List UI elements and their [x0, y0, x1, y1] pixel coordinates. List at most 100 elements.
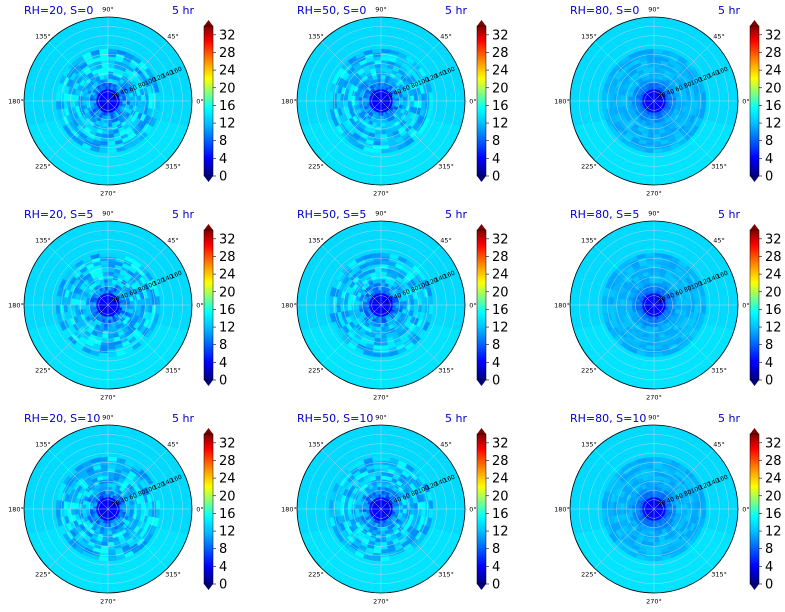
colorbar-tick-label: 4	[492, 152, 500, 167]
heatmap-cell	[380, 334, 387, 339]
angle-tick-label: 270°	[373, 394, 389, 402]
angle-tick-label: 180°	[554, 98, 570, 106]
heatmap-cell	[347, 299, 352, 306]
heatmap-cell	[107, 482, 113, 488]
heatmap-cell	[129, 100, 135, 106]
colorbar-extend-top	[204, 20, 213, 26]
colorbar-tick-label: 8	[765, 338, 773, 353]
heatmap-cell	[55, 499, 61, 510]
colorbar-tick-label: 28	[219, 250, 236, 265]
angle-tick-label: 90°	[375, 414, 387, 422]
heatmap-cell	[343, 502, 349, 510]
angle-tick-label: 225°	[581, 367, 597, 375]
heatmap-cell	[380, 286, 385, 291]
heatmap-cell	[347, 100, 352, 107]
angle-tick-label: 225°	[308, 367, 324, 375]
colorbar-tick-label: 12	[219, 525, 236, 540]
heatmap-cell	[347, 95, 352, 102]
angle-tick-label: 315°	[711, 367, 727, 375]
heatmap-cell	[122, 100, 127, 105]
heatmap-cell	[395, 304, 400, 309]
heatmap-cell	[81, 300, 87, 306]
heatmap-cell	[107, 486, 113, 491]
colorbar-tick-label: 20	[219, 81, 236, 96]
heatmap-cell	[328, 508, 334, 519]
heatmap-cell	[653, 48, 664, 54]
heatmap-cell	[631, 96, 636, 102]
colorbar-tick-label: 24	[492, 64, 509, 79]
colorbar-tick-label: 4	[765, 152, 773, 167]
colorbar-tick-label: 32	[219, 28, 236, 43]
heatmap-cell	[89, 301, 94, 306]
heatmap-cell	[683, 508, 688, 515]
heatmap-cell	[380, 74, 386, 80]
colorbar-gradient	[204, 230, 213, 380]
colorbar-extend-bottom	[750, 380, 759, 386]
heatmap-cell	[399, 304, 404, 310]
panel-time-label: 5 hr	[172, 4, 194, 17]
heatmap-cell	[362, 97, 367, 102]
colorbar-tick-label: 0	[765, 374, 773, 389]
heatmap-cell	[103, 326, 109, 332]
angle-tick-label: 270°	[373, 190, 389, 198]
polar-panel: 0°45°90°135°180°225°270°315°204060801001…	[281, 208, 508, 402]
heatmap-cell	[701, 91, 707, 102]
angle-tick-label: 0°	[196, 302, 203, 310]
heatmap-cell	[101, 541, 109, 547]
colorbar-extend-top	[750, 20, 759, 26]
heatmap-cell	[362, 301, 367, 306]
polar-panel: 0°45°90°135°180°225°270°315°204060801001…	[281, 4, 508, 198]
heatmap-cell	[98, 148, 109, 154]
heatmap-cell	[98, 352, 109, 358]
heatmap-cell	[668, 100, 673, 105]
heatmap-cell	[371, 456, 382, 462]
heatmap-cell	[137, 299, 142, 306]
heatmap-cell	[380, 271, 387, 276]
heatmap-cell	[413, 502, 419, 510]
heatmap-cell	[380, 67, 387, 72]
heatmap-cell	[683, 100, 688, 107]
colorbar-tick-label: 16	[492, 99, 509, 114]
panel-title: RH=80, S=5	[570, 208, 639, 221]
angle-tick-label: 90°	[102, 414, 114, 422]
heatmap-cell	[380, 78, 386, 83]
angle-tick-label: 135°	[581, 236, 597, 244]
angle-tick-label: 45°	[440, 440, 452, 448]
colorbar-tick-label: 20	[765, 81, 782, 96]
colorbar-extend-top	[750, 224, 759, 230]
colorbar-tick-label: 0	[219, 170, 227, 185]
colorbar-tick-label: 16	[219, 99, 236, 114]
heatmap-cell	[672, 304, 677, 310]
heatmap-cell	[354, 96, 360, 102]
heatmap-cell	[650, 115, 655, 120]
heatmap-cell	[107, 48, 118, 54]
heatmap-cell	[376, 122, 382, 128]
heatmap-cell	[410, 508, 415, 515]
heatmap-cell	[107, 282, 113, 287]
heatmap-cell	[328, 304, 334, 315]
heatmap-cell	[647, 471, 655, 477]
heatmap-cell	[686, 94, 692, 102]
colorbar-tick-label: 16	[492, 303, 509, 318]
polar-panel: 0°45°90°135°180°225°270°315°204060801001…	[554, 412, 781, 606]
heatmap-cell	[107, 475, 114, 480]
heatmap-cell	[653, 267, 661, 273]
angle-tick-label: 270°	[646, 190, 662, 198]
heatmap-cell	[616, 502, 622, 510]
heatmap-cell	[668, 508, 673, 513]
heatmap-cell	[375, 475, 382, 480]
angle-tick-label: 315°	[711, 163, 727, 171]
colorbar-tick-label: 0	[765, 170, 773, 185]
heatmap-cell	[107, 541, 115, 547]
angle-tick-label: 45°	[713, 32, 725, 40]
angle-tick-label: 315°	[438, 367, 454, 375]
heatmap-cell	[653, 486, 659, 491]
angle-tick-label: 315°	[165, 367, 181, 375]
heatmap-cell	[635, 97, 640, 102]
heatmap-cell	[129, 304, 135, 310]
heatmap-cell	[380, 130, 387, 135]
colorbar-extend-bottom	[750, 176, 759, 182]
